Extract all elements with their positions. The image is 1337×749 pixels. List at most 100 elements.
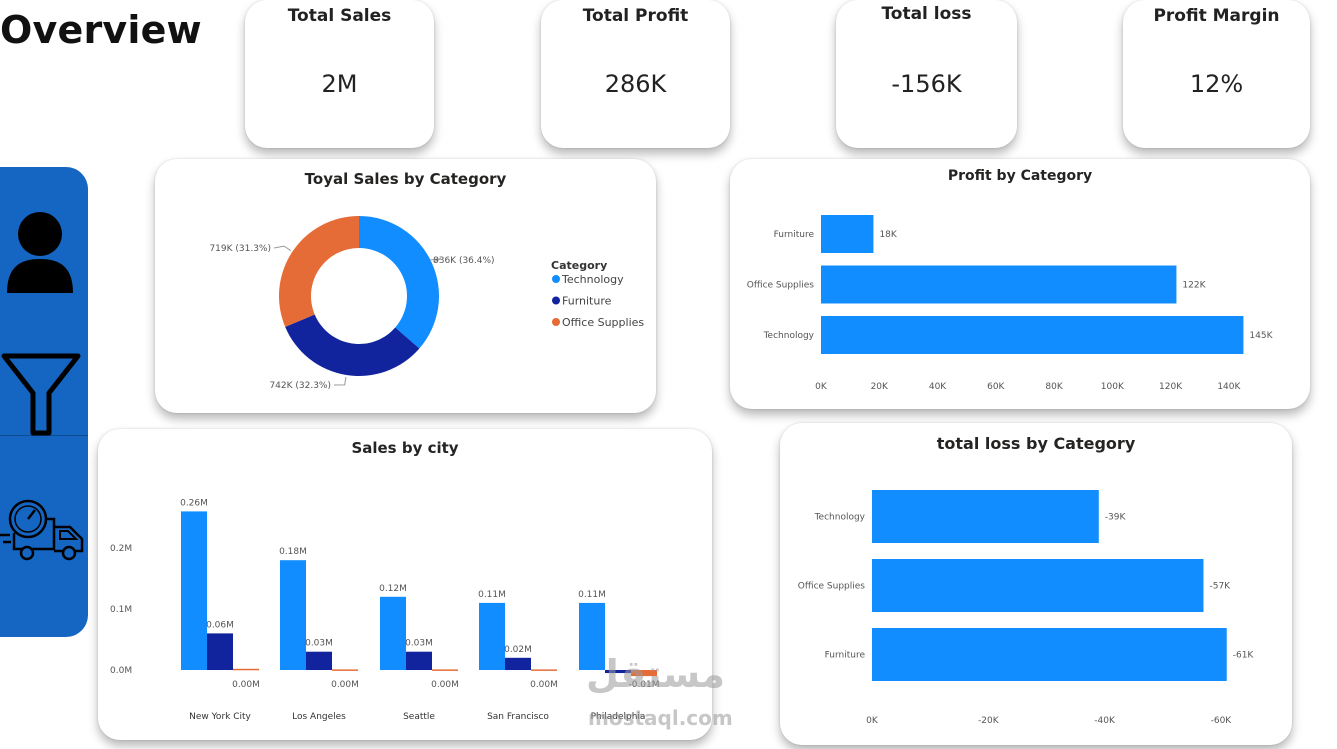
donut-slice: [279, 216, 359, 327]
x-tick-label: 20K: [871, 382, 889, 392]
sidebar-item-filters[interactable]: [0, 347, 88, 467]
data-label: 0.03M: [405, 639, 433, 649]
column: [406, 651, 432, 670]
city-column-chart: 0.0M 0.1M 0.2M 0.26M 0.06M 0.00M New York City…: [110, 498, 660, 722]
column: [380, 596, 406, 670]
column: [631, 670, 657, 677]
sidebar-item-shipping[interactable]: [0, 489, 88, 609]
column: [479, 602, 505, 670]
data-label: 0.00M: [431, 680, 459, 690]
kpi-label: Profit Margin: [1153, 6, 1280, 26]
kpi-value: 2M: [321, 70, 358, 98]
kpi-card-total-sales: Total Sales 2M: [245, 0, 434, 148]
column: [505, 657, 531, 670]
leader-line: [273, 245, 292, 251]
data-label: 0.18M: [279, 547, 307, 557]
legend-title: Category: [551, 259, 607, 272]
data-label: 0.02M: [504, 645, 532, 655]
watermark: مستقل mostaql.com: [586, 652, 756, 738]
donut-chart: 836K (36.4%) 742K (32.3%) 719K (31.3%) Cate…: [209, 216, 644, 391]
kpi-label: Total Profit: [582, 6, 689, 26]
kpi-card-total-profit: Total Profit 286K: [541, 0, 730, 148]
x-tick-label: 140K: [1217, 382, 1241, 392]
x-tick-label: 100K: [1101, 382, 1125, 392]
kpi-card-total-loss: Total loss -156K: [836, 0, 1017, 148]
data-label: 18K: [879, 230, 897, 240]
data-label: -61K: [1233, 651, 1255, 661]
data-label: 0.11M: [578, 590, 606, 600]
data-label: 0.06M: [206, 620, 234, 630]
legend-marker: [552, 296, 560, 305]
category-label: Los Angeles: [292, 712, 346, 722]
data-label: 742K (32.3%): [269, 381, 331, 391]
category-label: Seattle: [403, 712, 435, 722]
x-tick-label: 0K: [815, 382, 828, 392]
data-label: 0.00M: [232, 680, 260, 690]
card-loss-by-category: total loss by Category Technology -39K Off…: [780, 423, 1292, 745]
card-sales-by-city: Sales by city 0.0M 0.1M 0.2M 0.26M 0.06M 0.00…: [98, 429, 712, 740]
data-label: 0.12M: [379, 584, 407, 594]
watermark-url: mostaql.com: [588, 706, 733, 730]
data-label: 0.00M: [530, 680, 558, 690]
column: [280, 560, 306, 670]
sidebar-item-customers[interactable]: [0, 197, 88, 317]
y-tick-label: 0.1M: [110, 605, 132, 615]
kpi-value: 12%: [1189, 70, 1244, 98]
legend-item: Technology: [561, 273, 624, 286]
card-profit-by-category: Profit by Category Furniture 18K Office Su…: [730, 159, 1310, 409]
bar: [872, 628, 1227, 681]
chart-title: Toyal Sales by Category: [304, 170, 507, 188]
data-label: 0.00M: [331, 680, 359, 690]
x-tick-label: 80K: [1045, 382, 1063, 392]
x-tick-label: -60K: [1211, 716, 1233, 726]
column: [207, 633, 233, 670]
category-label: Office Supplies: [798, 582, 866, 592]
loss-bar-chart: Technology -39K Office Supplies -57K Furnitu…: [798, 490, 1255, 726]
chart-title: Profit by Category: [947, 168, 1093, 184]
category-label: New York City: [189, 712, 251, 722]
chart-title: Sales by city: [351, 439, 459, 457]
y-tick-label: 0.0M: [110, 666, 132, 676]
column: [531, 669, 557, 671]
bar: [821, 215, 874, 253]
profit-bar-chart: Furniture 18K Office Supplies 122K Technolog…: [747, 215, 1274, 392]
bar: [872, 490, 1099, 543]
data-label: 0.03M: [305, 639, 333, 649]
x-tick-label: -40K: [1094, 716, 1116, 726]
category-label: Technology: [763, 331, 815, 341]
kpi-card-profit-margin: Profit Margin 12%: [1123, 0, 1310, 148]
kpi-value: 286K: [604, 70, 667, 98]
column: [233, 668, 259, 671]
data-label: -39K: [1105, 513, 1127, 523]
category-label: Philadelphia: [591, 712, 646, 722]
data-label: -57K: [1209, 582, 1231, 592]
bar: [821, 316, 1244, 354]
filter-icon: [1, 353, 81, 436]
donut-slice: [285, 314, 420, 376]
card-sales-by-category: Toyal Sales by Category 836K (36.4%) 742K…: [155, 159, 656, 413]
y-tick-label: 0.2M: [110, 544, 132, 554]
data-label: 0.11M: [478, 590, 506, 600]
chart-title: total loss by Category: [936, 434, 1136, 453]
delivery-truck-icon: [0, 499, 84, 561]
leader-line: [429, 258, 442, 263]
category-label: Furniture: [774, 230, 815, 240]
column: [181, 511, 207, 670]
donut-slice: [359, 216, 439, 349]
data-label: 836K (36.4%): [433, 256, 495, 266]
kpi-label: Total loss: [881, 4, 972, 24]
page-title: Overview: [0, 8, 202, 52]
x-tick-label: 0K: [866, 716, 879, 726]
data-label: 145K: [1249, 331, 1273, 341]
column: [432, 669, 458, 671]
column: [306, 651, 332, 670]
category-label: Office Supplies: [747, 281, 815, 291]
sidebar-nav: [0, 167, 88, 637]
category-label: San Francisco: [487, 712, 549, 722]
data-label: 719K (31.3%): [209, 244, 271, 254]
x-tick-label: 120K: [1159, 382, 1183, 392]
category-label: Technology: [814, 513, 866, 523]
data-label: 122K: [1182, 281, 1206, 291]
legend-marker: [552, 318, 560, 326]
user-icon: [7, 212, 73, 293]
